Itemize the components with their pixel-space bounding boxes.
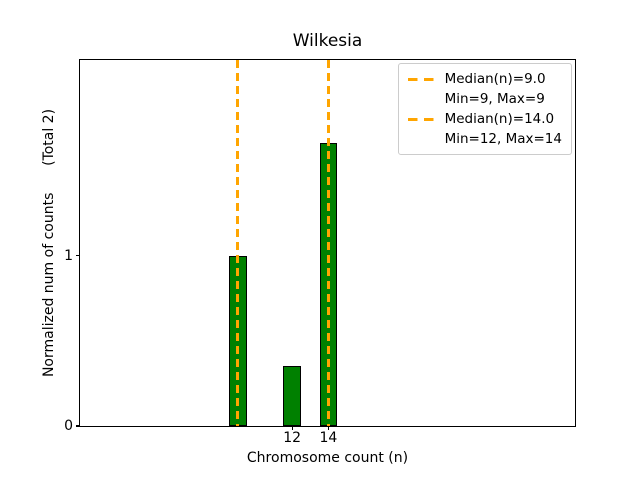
y-tick-mark-0: [76, 425, 80, 427]
legend: Median(n)=9.0 Min=9, Max=9 Median(n)=14.0 M…: [397, 63, 572, 155]
legend-dashed-line-icon: [407, 77, 435, 81]
y-axis-label: Normalized num of counts (Total 2): [41, 108, 57, 378]
bar-12: [283, 366, 301, 426]
chart-title: Wilkesia: [292, 31, 363, 51]
y-tick-label-1: 1: [64, 247, 73, 264]
legend-label-2: Median(n)=14.0: [444, 111, 555, 127]
x-tick-label-12: 12: [283, 430, 302, 446]
x-axis-label: Chromosome count (n): [246, 450, 409, 466]
x-tick-mark-14: [327, 426, 329, 430]
x-tick-mark-12: [291, 426, 293, 430]
y-tick-label-0: 0: [64, 418, 73, 434]
legend-dashed-line-icon: [407, 117, 435, 121]
y-tick-mark-1: [76, 255, 80, 257]
legend-blank-handle: [408, 138, 435, 141]
legend-entry-2: Median(n)=14.0: [407, 109, 562, 129]
plot-area: Median(n)=9.0 Min=9, Max=9 Median(n)=14.0 M…: [64, 59, 576, 445]
legend-entry-1: Min=9, Max=9: [408, 89, 562, 109]
legend-label-0: Median(n)=9.0: [444, 71, 546, 87]
legend-label-3: Min=12, Max=14: [444, 131, 562, 147]
legend-label-1: Min=9, Max=9: [444, 91, 545, 107]
legend-entry-0: Median(n)=9.0: [407, 69, 562, 89]
legend-blank-handle: [408, 98, 435, 101]
median-line-9: [236, 60, 240, 426]
legend-entry-3: Min=12, Max=14: [408, 129, 562, 149]
median-line-14: [326, 60, 330, 426]
x-tick-label-14: 14: [319, 430, 338, 446]
y-axis-label-wrap: Normalized num of counts (Total 2): [40, 59, 58, 427]
